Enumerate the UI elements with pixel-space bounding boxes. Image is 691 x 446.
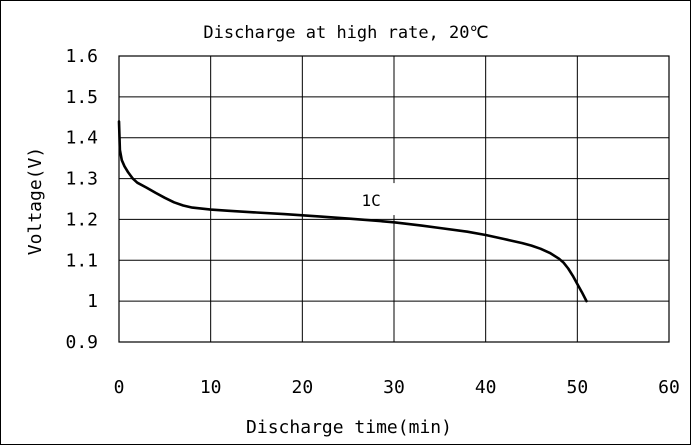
y-tick-label: 0.9 xyxy=(65,332,98,353)
x-tick-label: 20 xyxy=(291,377,313,398)
grid-layer xyxy=(118,55,670,343)
x-axis-label: Discharge time(min) xyxy=(246,417,452,438)
y-tick-label: 1.1 xyxy=(65,250,98,271)
curve-layer xyxy=(117,120,588,303)
y-axis-label: Voltage(V) xyxy=(25,147,46,255)
label-layer: Discharge at high rate, 20℃ Discharge ti… xyxy=(25,23,680,438)
x-tick-label: 30 xyxy=(383,377,405,398)
y-tick-label: 1.2 xyxy=(65,209,98,230)
series-annotation-1c: 1C xyxy=(361,191,380,210)
x-tick-label: 60 xyxy=(658,377,680,398)
y-tick-label: 1.4 xyxy=(65,128,98,149)
y-tick-label: 1.5 xyxy=(65,87,98,108)
x-tick-label: 50 xyxy=(566,377,588,398)
x-tick-label: 10 xyxy=(200,377,222,398)
plot-area-border xyxy=(118,55,670,343)
x-tick-label: 40 xyxy=(475,377,497,398)
y-tick-label: 1 xyxy=(87,291,98,312)
y-tick-label: 1.3 xyxy=(65,169,98,190)
annotation-background xyxy=(339,183,404,216)
x-tick-label: 0 xyxy=(114,377,125,398)
y-tick-label: 1.6 xyxy=(65,46,98,67)
chart-title: Discharge at high rate, 20℃ xyxy=(203,23,488,43)
discharge-curve-1c xyxy=(117,120,588,303)
